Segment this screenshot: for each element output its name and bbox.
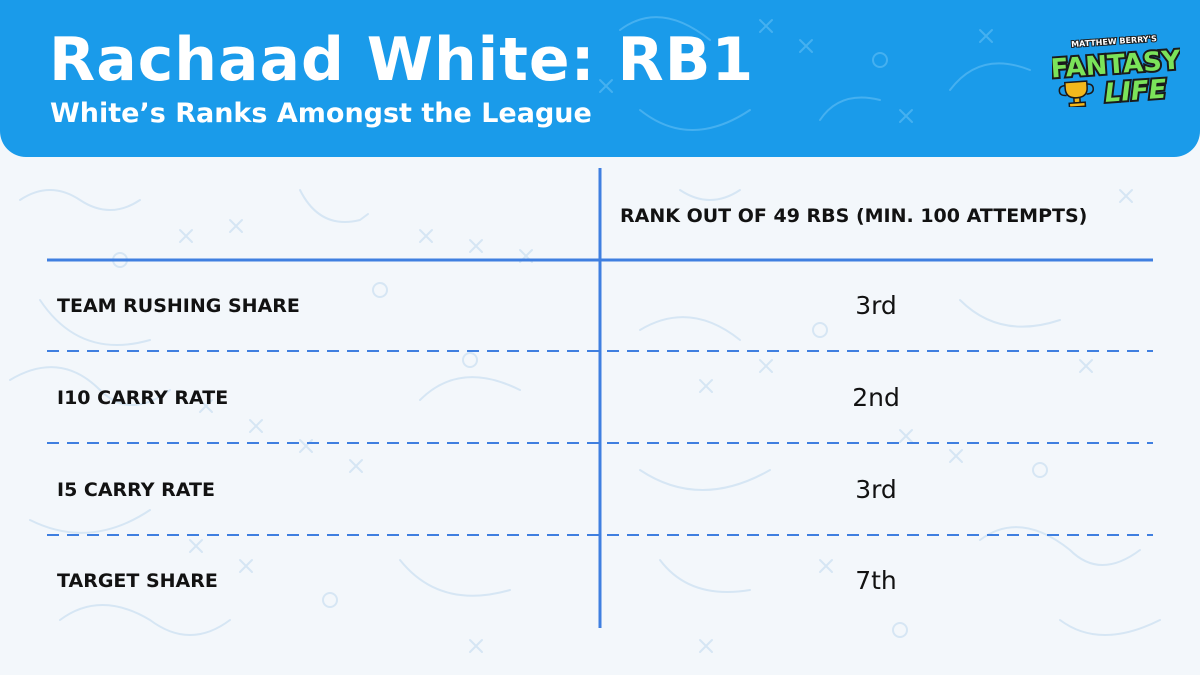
row-value: 7th [855, 566, 897, 595]
row-value: 3rd [855, 475, 897, 504]
page-title: Rachaad White: RB1 [49, 25, 755, 95]
row-value: 2nd [852, 383, 900, 412]
row-label: TEAM RUSHING SHARE [57, 295, 300, 317]
row-value: 3rd [855, 291, 897, 320]
row-label: I10 CARRY RATE [57, 387, 229, 409]
fantasy-life-logo: MATTHEW BERRY'S FANTASY LIFE [1052, 33, 1180, 107]
header-playbook-pattern [599, 16, 1031, 131]
row-label: I5 CARRY RATE [57, 479, 215, 501]
column-header: RANK OUT OF 49 RBS (MIN. 100 ATTEMPTS) [620, 205, 1088, 227]
logo-sub-text: LIFE [1104, 75, 1168, 107]
header-banner: Rachaad White: RB1 White’s Ranks Amongst… [0, 0, 1200, 157]
row-label: TARGET SHARE [57, 570, 218, 592]
page-subtitle: White’s Ranks Amongst the League [50, 98, 592, 129]
trophy-icon [1058, 80, 1094, 107]
